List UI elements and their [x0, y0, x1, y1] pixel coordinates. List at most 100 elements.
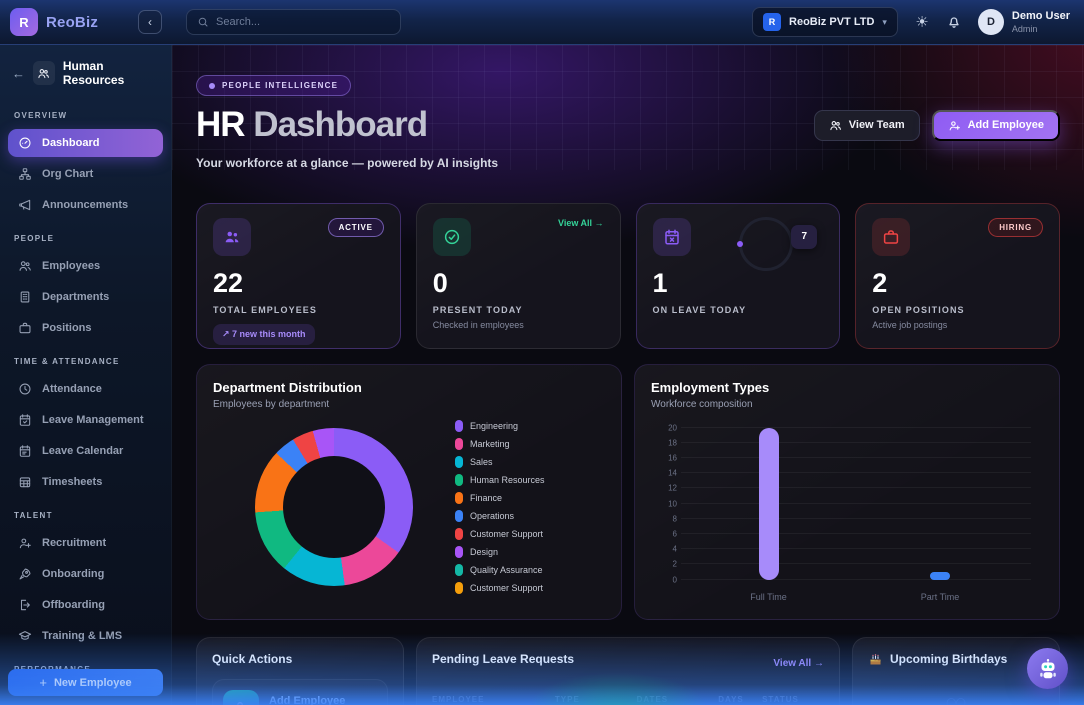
sidebar-item-leave-management[interactable]: Leave Management — [8, 406, 163, 434]
column-header-employee: EMPLOYEE — [432, 694, 485, 704]
legend-item[interactable]: Human Resources — [455, 473, 601, 486]
y-axis-tick-label: 14 — [668, 468, 677, 478]
users-icon — [19, 261, 31, 271]
back-arrow-icon[interactable]: ← — [12, 65, 25, 81]
gridline — [681, 441, 1031, 443]
icon-box — [872, 217, 911, 256]
add-employee-button[interactable]: Add Employee — [931, 109, 1060, 141]
donut-chart[interactable] — [255, 427, 413, 586]
sidebar-item-label: Positions — [42, 322, 92, 334]
brand-name: ReoBiz — [46, 13, 99, 31]
bell-icon — [949, 17, 959, 28]
chart-legend: Engineering Marketing Sales Human Resour… — [455, 419, 605, 594]
pending-count-ring — [737, 216, 794, 271]
donut-hole — [283, 455, 385, 558]
stat-card-open-positions: HIRING 2 OPEN POSITIONS Active job posti… — [855, 202, 1060, 349]
action-title: Add Employee — [269, 695, 346, 705]
arrow-right-icon: → — [364, 700, 377, 705]
sidebar-item-training-lms[interactable]: Training & LMS — [8, 622, 163, 650]
bar-chart[interactable]: 0 2 4 6 8 10 12 14 16 18 20 Full Time Part Time — [651, 422, 1043, 604]
hero-section: PEOPLE INTELLIGENCE HR Dashboard View Te… — [172, 45, 1084, 170]
global-search[interactable] — [186, 9, 401, 35]
users-icon — [225, 231, 239, 242]
topbar-brand-area: R ReoBiz ‹ — [0, 8, 172, 36]
new-employee-button[interactable]: + New Employee — [8, 669, 163, 696]
legend-label: Finance — [470, 492, 503, 503]
view-team-button[interactable]: View Team — [813, 109, 920, 141]
stat-value: 22 — [213, 267, 244, 298]
legend-item[interactable]: Customer Support — [455, 581, 601, 594]
sidebar-item-announcements[interactable]: Announcements — [8, 191, 163, 219]
sun-icon: ☀ — [915, 14, 929, 31]
legend-item[interactable]: Marketing — [455, 437, 601, 450]
quick-action-add-employee[interactable]: Add Employee New hire onboarding → — [212, 678, 388, 705]
sidebar-item-leave-calendar[interactable]: Leave Calendar — [8, 437, 163, 465]
sidebar-item-positions[interactable]: Positions — [8, 314, 163, 342]
legend-item[interactable]: Finance — [455, 491, 601, 504]
legend-label: Engineering — [470, 420, 519, 431]
company-name: ReoBiz PVT LTD — [789, 16, 875, 28]
org-chart-icon — [19, 168, 31, 180]
bar-full-time[interactable] — [758, 427, 779, 580]
sidebar-header: ← Human Resources — [0, 45, 171, 99]
panel-title: Upcoming Birthdays — [868, 652, 1044, 667]
stat-subtext: Active job postings — [872, 319, 948, 330]
y-axis-tick-label: 2 — [672, 559, 677, 569]
sidebar-item-attendance[interactable]: Attendance — [8, 375, 163, 403]
clock-icon — [19, 383, 31, 395]
sidebar-item-employees[interactable]: Employees — [8, 252, 163, 280]
user-plus-icon — [236, 702, 243, 705]
legend-item[interactable]: Design — [455, 545, 601, 558]
y-axis-tick-label: 6 — [672, 529, 677, 539]
legend-item[interactable]: Quality Assurance — [455, 563, 601, 576]
page-subtitle: Your workforce at a glance — powered by … — [196, 155, 499, 170]
search-input[interactable] — [216, 16, 390, 28]
door-exit-icon — [20, 599, 30, 611]
ring-dot — [737, 240, 744, 247]
stats-row: ACTIVE 22 TOTAL EMPLOYEES ↗ 7 new this m… — [196, 202, 1060, 349]
employment-types-panel: Employment Types Workforce composition 0… — [634, 363, 1060, 620]
legend-label: Customer Support — [470, 582, 544, 593]
sidebar-section-label: TIME & ATTENDANCE — [14, 357, 120, 366]
user-role: Admin — [1011, 23, 1038, 34]
rocket-icon — [19, 568, 31, 580]
legend-item[interactable]: Operations — [455, 509, 601, 522]
chart-subtitle: Workforce composition — [651, 398, 753, 410]
sidebar-item-org-chart[interactable]: Org Chart — [8, 160, 163, 188]
sidebar-item-label: Onboarding — [42, 568, 105, 580]
gauge-icon — [19, 137, 31, 149]
sidebar-item-offboarding[interactable]: Offboarding — [8, 591, 163, 619]
topbar-actions: R ReoBiz PVT LTD ▾ ☀ D Demo User Admin — [752, 7, 1084, 37]
table-icon — [19, 477, 31, 488]
sidebar-item-onboarding[interactable]: Onboarding — [8, 560, 163, 588]
theme-toggle-button[interactable]: ☀ — [914, 14, 930, 31]
sidebar-item-recruitment[interactable]: Recruitment — [8, 529, 163, 557]
avatar: D — [977, 9, 1004, 35]
view-all-link[interactable]: View All → — [773, 657, 824, 669]
x-axis-tick-label: Part Time — [920, 591, 960, 602]
gridline — [681, 532, 1031, 534]
gridline — [681, 472, 1031, 474]
stat-label: OPEN POSITIONS — [872, 304, 965, 315]
sidebar-item-departments[interactable]: Departments — [8, 283, 163, 311]
legend-item[interactable]: Engineering — [455, 419, 601, 432]
legend-color-swatch — [455, 545, 463, 558]
company-selector[interactable]: R ReoBiz PVT LTD ▾ — [752, 7, 898, 37]
sidebar-item-dashboard[interactable]: Dashboard — [8, 129, 163, 157]
panel-title: Pending Leave Requests — [432, 651, 575, 666]
notifications-button[interactable] — [946, 14, 962, 30]
legend-label: Quality Assurance — [470, 564, 543, 575]
user-menu[interactable]: D Demo User Admin — [977, 9, 1070, 35]
legend-item[interactable]: Customer Support — [455, 527, 601, 540]
ai-assistant-button[interactable] — [1027, 648, 1068, 689]
legend-color-swatch — [455, 419, 463, 432]
status-badge: ACTIVE — [327, 217, 384, 237]
column-header-days: DAYS — [718, 694, 744, 704]
view-all-link[interactable]: View All → — [557, 217, 604, 228]
legend-label: Human Resources — [470, 474, 545, 485]
sidebar-collapse-button[interactable]: ‹ — [138, 10, 162, 34]
legend-item[interactable]: Sales — [455, 455, 601, 468]
bar-part-time[interactable] — [930, 571, 950, 580]
sidebar-item-timesheets[interactable]: Timesheets — [8, 468, 163, 496]
y-axis-tick-label: 12 — [668, 483, 677, 493]
